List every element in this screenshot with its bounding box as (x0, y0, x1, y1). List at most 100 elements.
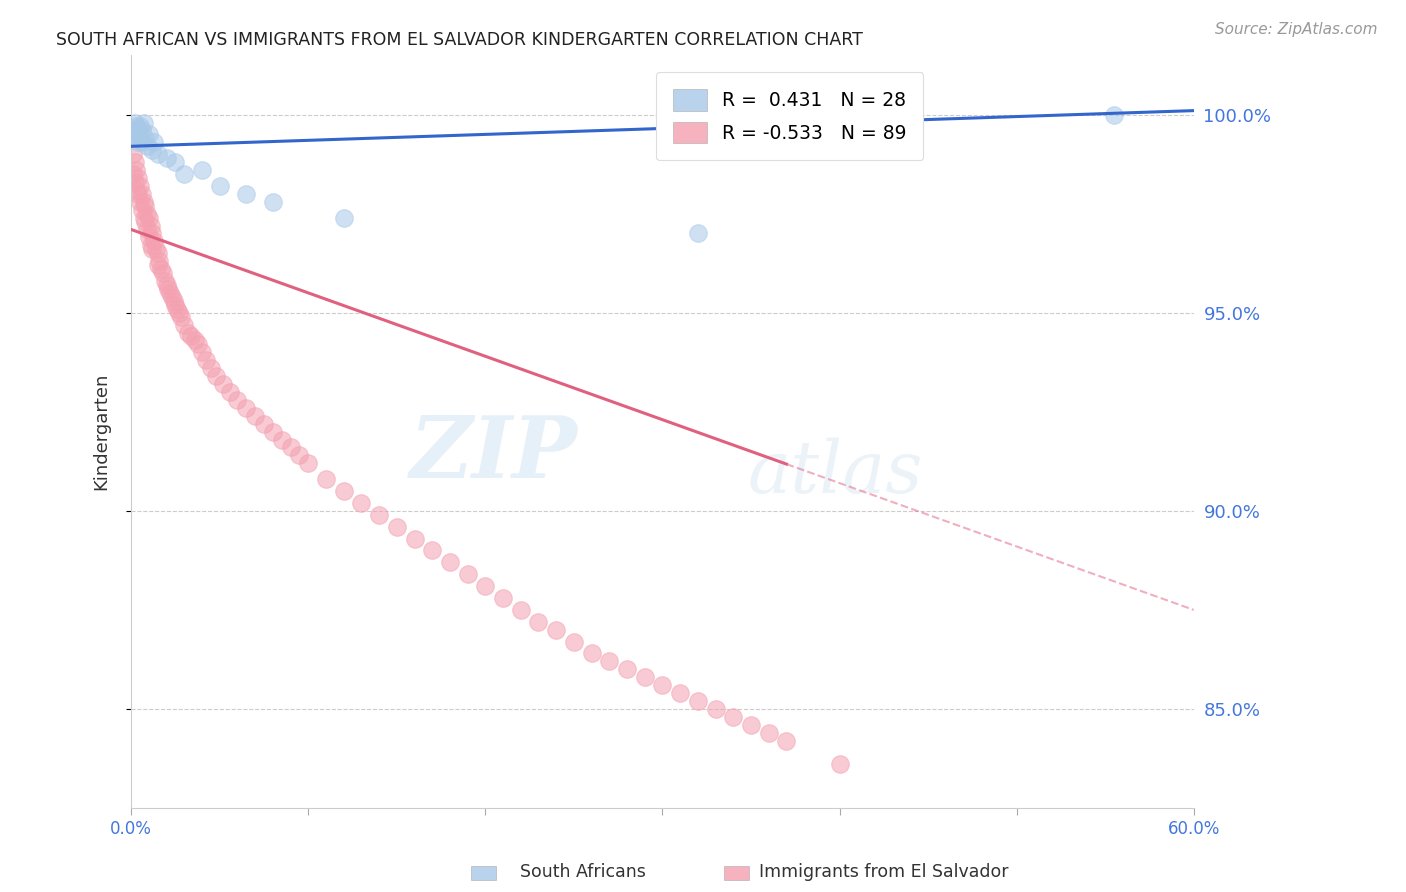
Point (129, 194, 152, 209)
Point (775, 733, 797, 747)
Point (191, 345, 214, 359)
Point (131, 186, 153, 201)
Point (148, 254, 170, 268)
Point (562, 634, 585, 648)
Text: SOUTH AFRICAN VS IMMIGRANTS FROM EL SALVADOR KINDERGARTEN CORRELATION CHART: SOUTH AFRICAN VS IMMIGRANTS FROM EL SALV… (56, 31, 863, 49)
Point (262, 194, 284, 209)
Point (150, 262, 173, 277)
Point (288, 448, 311, 462)
Text: South Africans: South Africans (520, 863, 647, 881)
Point (474, 579, 496, 593)
Point (132, 211, 155, 225)
Point (173, 318, 195, 332)
Point (616, 662, 638, 676)
Point (125, 120, 148, 134)
Point (253, 417, 276, 431)
Point (141, 143, 163, 157)
Point (124, 175, 146, 189)
Point (127, 186, 149, 201)
Point (138, 211, 160, 225)
Point (385, 519, 408, 533)
Point (235, 401, 257, 415)
Point (1102, 107, 1125, 121)
Text: 60.0%: 60.0% (1167, 820, 1220, 838)
Point (125, 163, 148, 178)
Text: 0.0%: 0.0% (110, 820, 152, 838)
Point (651, 678, 673, 692)
Point (669, 686, 692, 700)
Point (153, 274, 176, 288)
Point (332, 211, 354, 225)
Point (125, 183, 148, 197)
Point (509, 603, 531, 617)
Text: atlas: atlas (748, 438, 922, 508)
Text: Source: ZipAtlas.com: Source: ZipAtlas.com (1215, 22, 1378, 37)
Point (146, 147, 169, 161)
Point (122, 147, 145, 161)
Point (262, 425, 284, 439)
Point (180, 329, 202, 343)
Point (160, 290, 183, 304)
Point (124, 115, 146, 129)
Point (350, 496, 373, 510)
Point (270, 433, 292, 447)
Point (457, 567, 479, 582)
Point (173, 167, 195, 181)
Point (136, 222, 159, 236)
Point (138, 230, 160, 244)
Point (146, 246, 169, 260)
Point (187, 337, 209, 351)
Point (634, 670, 657, 684)
Point (155, 151, 177, 165)
Point (141, 227, 163, 241)
Point (332, 483, 354, 498)
Point (280, 441, 302, 455)
Point (546, 623, 568, 637)
Point (152, 266, 174, 280)
Point (159, 285, 181, 300)
Y-axis label: Kindergarten: Kindergarten (93, 373, 110, 491)
Point (134, 131, 156, 145)
Point (527, 615, 550, 629)
Point (131, 136, 153, 150)
Point (127, 123, 149, 137)
Point (131, 123, 153, 137)
Point (170, 310, 193, 324)
Point (194, 353, 217, 368)
Point (165, 155, 187, 169)
Point (758, 725, 780, 739)
Point (191, 163, 214, 178)
Point (167, 306, 190, 320)
Point (143, 235, 166, 249)
Point (127, 136, 149, 150)
Point (124, 131, 146, 145)
Point (166, 301, 188, 316)
Point (368, 508, 391, 522)
Point (145, 242, 167, 256)
Point (686, 694, 709, 708)
Point (420, 543, 443, 558)
Point (704, 702, 727, 716)
Point (131, 202, 153, 217)
Point (235, 186, 257, 201)
Point (124, 155, 146, 169)
Point (439, 555, 461, 569)
Point (723, 710, 745, 724)
Point (315, 472, 337, 486)
Point (129, 131, 152, 145)
Point (184, 334, 207, 348)
Point (177, 326, 200, 340)
Point (205, 369, 228, 384)
Point (122, 167, 145, 181)
Point (139, 238, 162, 252)
Point (125, 128, 148, 142)
Point (132, 194, 155, 209)
Point (828, 757, 851, 772)
Point (297, 456, 319, 470)
Point (139, 219, 162, 233)
Point (136, 139, 159, 153)
Point (740, 718, 762, 732)
Point (212, 377, 235, 392)
Point (134, 214, 156, 228)
Point (165, 298, 187, 312)
